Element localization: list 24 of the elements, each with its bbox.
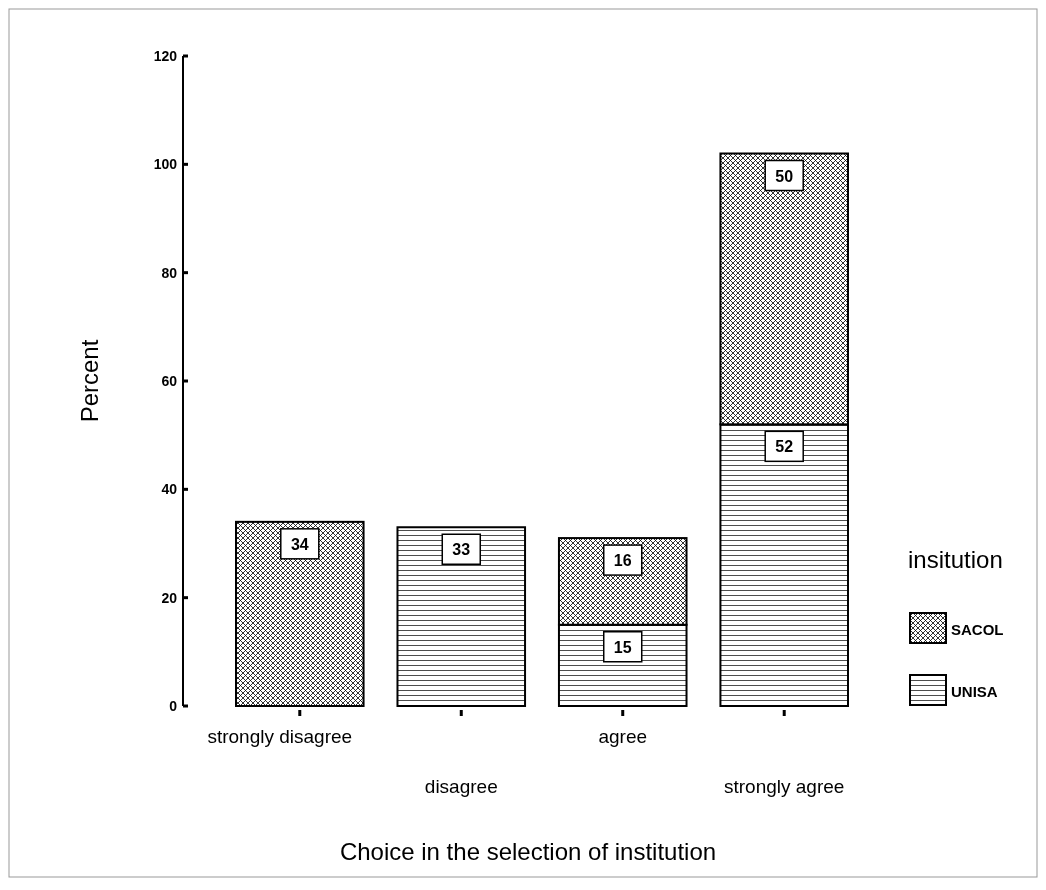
y-tick-label: 80	[161, 264, 178, 281]
data-label: 15	[613, 638, 632, 656]
bar	[235, 520, 365, 707]
legend-label: SACOL	[951, 621, 1004, 638]
y-axis-title: Percent	[76, 339, 103, 423]
y-tick-label: 0	[169, 698, 178, 714]
data-label: 50	[775, 167, 794, 185]
x-tick-label: strongly disagree	[207, 726, 353, 747]
x-axis-title: Choice in the selection of institution	[339, 838, 717, 865]
y-tick-label: 120	[153, 48, 178, 64]
data-label: 52	[775, 438, 794, 456]
y-tick-label: 20	[161, 589, 178, 606]
y-tick-label: 40	[161, 481, 178, 498]
data-label: 16	[613, 552, 632, 570]
legend-label: UNISA	[951, 683, 998, 700]
y-tick-label: 100	[153, 156, 178, 173]
y-tick-label: 60	[161, 373, 178, 389]
legend-title: insitution	[908, 546, 1003, 573]
bar	[396, 526, 527, 707]
x-tick-label: strongly agree	[724, 776, 845, 797]
x-tick-label: agree	[598, 726, 648, 747]
data-label: 34	[290, 535, 309, 553]
x-tick-label: disagree	[424, 776, 498, 797]
data-label: 33	[452, 541, 471, 559]
